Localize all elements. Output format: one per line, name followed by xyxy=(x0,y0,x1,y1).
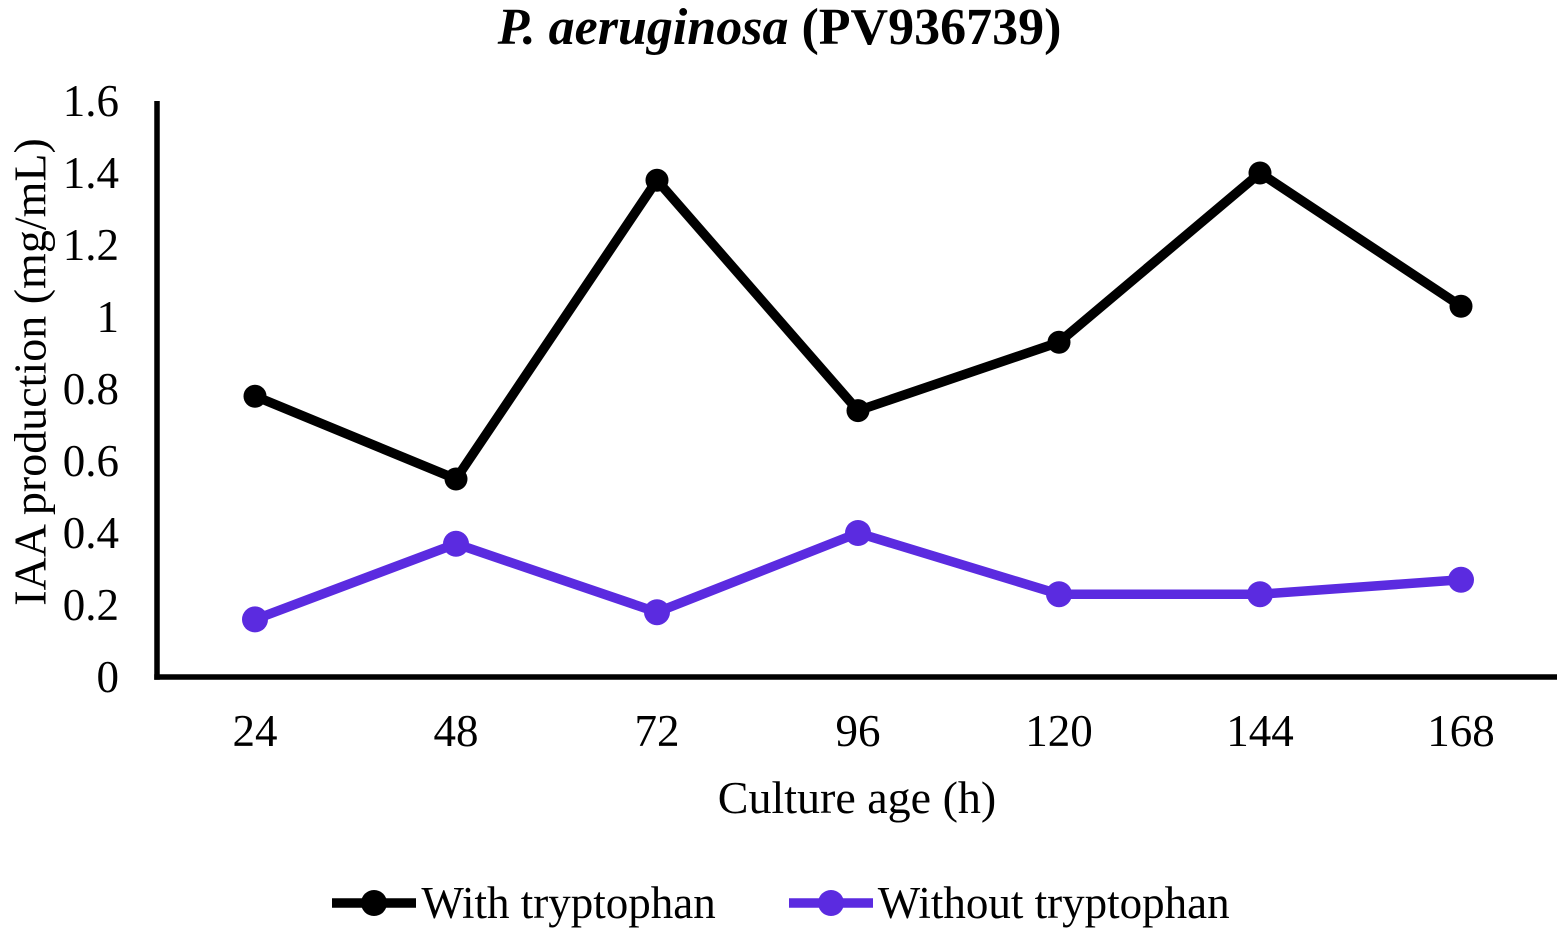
data-point-with-tryptophan-168 xyxy=(1449,294,1473,318)
chart-title-species: P. aeruginosa xyxy=(497,0,789,56)
y-tick-label: 0.2 xyxy=(63,580,119,630)
legend-label-without-tryptophan: Without tryptophan xyxy=(877,878,1230,928)
data-point-with-tryptophan-144 xyxy=(1248,161,1272,185)
legend-item-without-tryptophan: Without tryptophan xyxy=(786,877,1230,929)
data-point-with-tryptophan-48 xyxy=(444,467,468,491)
x-axis-title: Culture age (h) xyxy=(717,772,997,823)
data-point-without-tryptophan-24 xyxy=(242,606,268,633)
data-point-without-tryptophan-144 xyxy=(1247,581,1273,608)
data-point-without-tryptophan-168 xyxy=(1448,566,1474,593)
series-line-with-tryptophan xyxy=(250,168,1466,484)
x-tick-label: 96 xyxy=(836,706,881,756)
data-point-without-tryptophan-72 xyxy=(644,599,670,626)
data-point-with-tryptophan-96 xyxy=(846,399,870,423)
without-tryptophan-line-icon xyxy=(788,890,873,916)
x-tick-label: 48 xyxy=(434,706,479,756)
y-tick-label: 0.4 xyxy=(63,508,119,558)
x-tick-label: 120 xyxy=(1025,706,1093,756)
x-tick-label: 144 xyxy=(1226,706,1294,756)
legend-label-with-tryptophan: With tryptophan xyxy=(421,878,716,928)
y-tick-label: 1.6 xyxy=(63,76,119,126)
x-tick-label: 24 xyxy=(233,706,278,756)
x-tick-label: 72 xyxy=(635,706,680,756)
data-point-without-tryptophan-120 xyxy=(1046,581,1072,608)
x-tick-label: 168 xyxy=(1427,706,1495,756)
legend-item-with-tryptophan: With tryptophan xyxy=(329,877,716,929)
y-tick-label: 1.4 xyxy=(63,148,119,198)
chart-title-strain: (PV936739) xyxy=(788,0,1062,56)
data-point-with-tryptophan-120 xyxy=(1047,330,1071,354)
y-tick-label: 0 xyxy=(97,652,120,702)
y-tick-label: 0.6 xyxy=(63,436,119,486)
data-point-with-tryptophan-72 xyxy=(645,168,669,192)
data-point-with-tryptophan-24 xyxy=(243,384,267,408)
y-tick-label: 1 xyxy=(97,292,120,342)
legend: With tryptophan Without tryptophan xyxy=(0,875,1559,930)
y-tick-label: 0.8 xyxy=(63,364,119,414)
chart-title: P. aeruginosa (PV936739) xyxy=(0,0,1559,56)
y-tick-label: 1.2 xyxy=(63,220,119,270)
data-point-without-tryptophan-96 xyxy=(845,520,871,546)
data-point-without-tryptophan-48 xyxy=(443,530,469,557)
with-tryptophan-line-icon xyxy=(332,890,417,916)
